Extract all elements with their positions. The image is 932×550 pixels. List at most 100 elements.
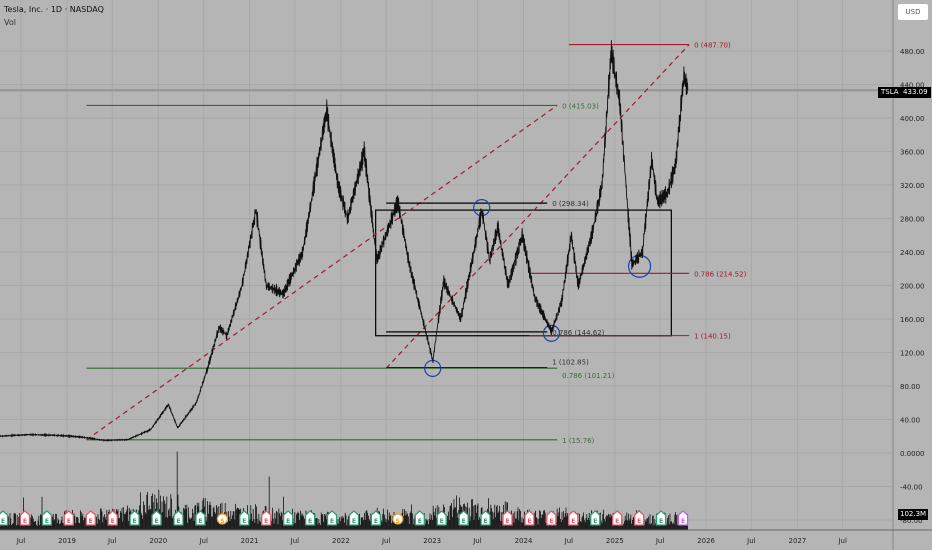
volume-bar: [528, 524, 529, 530]
volume-bar: [168, 510, 169, 530]
x-tick-label: Jul: [837, 537, 847, 545]
earnings-event-icon[interactable]: E: [414, 510, 425, 526]
volume-bar: [430, 519, 432, 530]
earnings-event-icon[interactable]: E: [283, 510, 294, 526]
volume-bar: [412, 524, 414, 530]
earnings-event-icon[interactable]: E: [261, 510, 272, 526]
volume-bar: [255, 504, 256, 530]
earnings-event-icon[interactable]: E: [173, 510, 184, 526]
earnings-event-icon[interactable]: E: [480, 510, 491, 526]
volume-bar: [366, 510, 368, 530]
volume-legend[interactable]: Vol: [4, 18, 16, 27]
volume-bar: [19, 513, 20, 530]
volume-bar: [344, 512, 346, 530]
dashed-trend-line[interactable]: [385, 44, 690, 369]
y-tick-label: 200.00: [900, 283, 925, 291]
earnings-event-icon[interactable]: E: [546, 510, 557, 526]
split-event-icon[interactable]: S: [216, 513, 229, 525]
volume-bar: [404, 515, 406, 530]
volume-bar: [37, 520, 39, 530]
volume-bar: [121, 507, 123, 530]
earnings-event-icon[interactable]: E: [129, 510, 140, 526]
split-event-icon[interactable]: S: [392, 513, 404, 525]
earnings-event-icon[interactable]: E: [458, 510, 469, 526]
volume-bar: [227, 522, 228, 530]
earnings-event-icon[interactable]: E: [151, 510, 162, 526]
volume-bar: [491, 508, 492, 530]
volume-bar: [658, 521, 660, 530]
earnings-event-icon[interactable]: E: [436, 510, 447, 526]
volume-bar: [404, 509, 405, 530]
volume-bar: [76, 516, 78, 530]
volume-bar: [608, 514, 610, 530]
volume-bar: [395, 522, 396, 530]
earnings-event-icon[interactable]: E: [612, 510, 623, 526]
earnings-event-icon[interactable]: E: [590, 510, 601, 526]
earnings-event-icon[interactable]: E: [370, 510, 382, 526]
volume-bar: [474, 504, 476, 530]
event-letter: E: [462, 518, 466, 525]
earnings-event-icon[interactable]: E: [19, 510, 31, 526]
currency-button[interactable]: USD: [898, 4, 928, 20]
earnings-event-icon[interactable]: E: [41, 510, 53, 526]
volume-bar: [95, 523, 96, 530]
volume-bar: [258, 513, 260, 530]
volume-bar: [684, 522, 686, 530]
earnings-event-icon[interactable]: E: [502, 510, 513, 526]
x-tick-label: 2021: [241, 537, 259, 545]
y-tick-label: 120.00: [900, 350, 925, 358]
volume-bar: [472, 506, 474, 530]
volume-bar: [253, 519, 255, 530]
earnings-event-icon[interactable]: E: [568, 510, 579, 526]
volume-bar: [516, 511, 518, 530]
earnings-event-icon[interactable]: E: [524, 510, 535, 526]
earnings-event-icon[interactable]: E: [655, 510, 667, 526]
volume-bar: [128, 507, 130, 530]
volume-bar: [557, 516, 559, 530]
earnings-event-icon[interactable]: E: [633, 510, 645, 526]
drawing-annotations[interactable]: 0 (487.70) 0 (415.03) 0 (298.34) 0.786 (214…: [86, 42, 747, 445]
volume-bar: [394, 519, 396, 530]
circle-marker[interactable]: [473, 199, 491, 217]
volume-bar: [359, 513, 360, 530]
volume-bars: [0, 451, 688, 530]
volume-bar: [580, 520, 581, 530]
volume-bar: [416, 522, 417, 530]
earnings-event-icon[interactable]: E: [304, 510, 316, 526]
earnings-event-icon[interactable]: E: [85, 510, 96, 526]
volume-bar: [610, 514, 612, 530]
earnings-event-icon[interactable]: E: [677, 510, 689, 526]
event-letter: E: [505, 518, 509, 525]
volume-bar: [111, 523, 112, 530]
volume-bar: [429, 513, 431, 530]
earnings-event-icon[interactable]: E: [107, 510, 118, 526]
chart-legend: Tesla, Inc. · 1D · NASDAQ Vol: [4, 3, 104, 29]
earnings-badge: [677, 510, 689, 526]
earnings-event-icon[interactable]: E: [239, 510, 250, 526]
volume-bar: [536, 518, 538, 530]
volume-bar: [411, 504, 412, 530]
dashed-trend-line[interactable]: [86, 104, 558, 441]
volume-bar: [295, 522, 296, 530]
earnings-event-icon[interactable]: E: [63, 510, 74, 526]
volume-bar: [213, 506, 215, 530]
earnings-event-icon[interactable]: E: [0, 510, 9, 526]
volume-bar: [84, 517, 85, 530]
event-letter: E: [418, 518, 422, 525]
symbol-title[interactable]: Tesla, Inc. · 1D · NASDAQ: [4, 5, 104, 14]
circle-marker[interactable]: [542, 324, 561, 342]
x-tick-label: 2026: [697, 537, 715, 545]
volume-bar: [325, 513, 327, 530]
volume-bar: [554, 521, 556, 530]
event-letter: S: [396, 518, 400, 525]
earnings-event-icon[interactable]: E: [326, 510, 338, 526]
volume-bar: [361, 517, 363, 530]
volume-bar: [41, 496, 43, 530]
earnings-event-icon[interactable]: E: [348, 510, 360, 526]
volume-bar: [0, 523, 1, 530]
grid: [0, 0, 893, 530]
earnings-event-icon[interactable]: E: [195, 510, 206, 526]
volume-bar: [478, 519, 480, 530]
